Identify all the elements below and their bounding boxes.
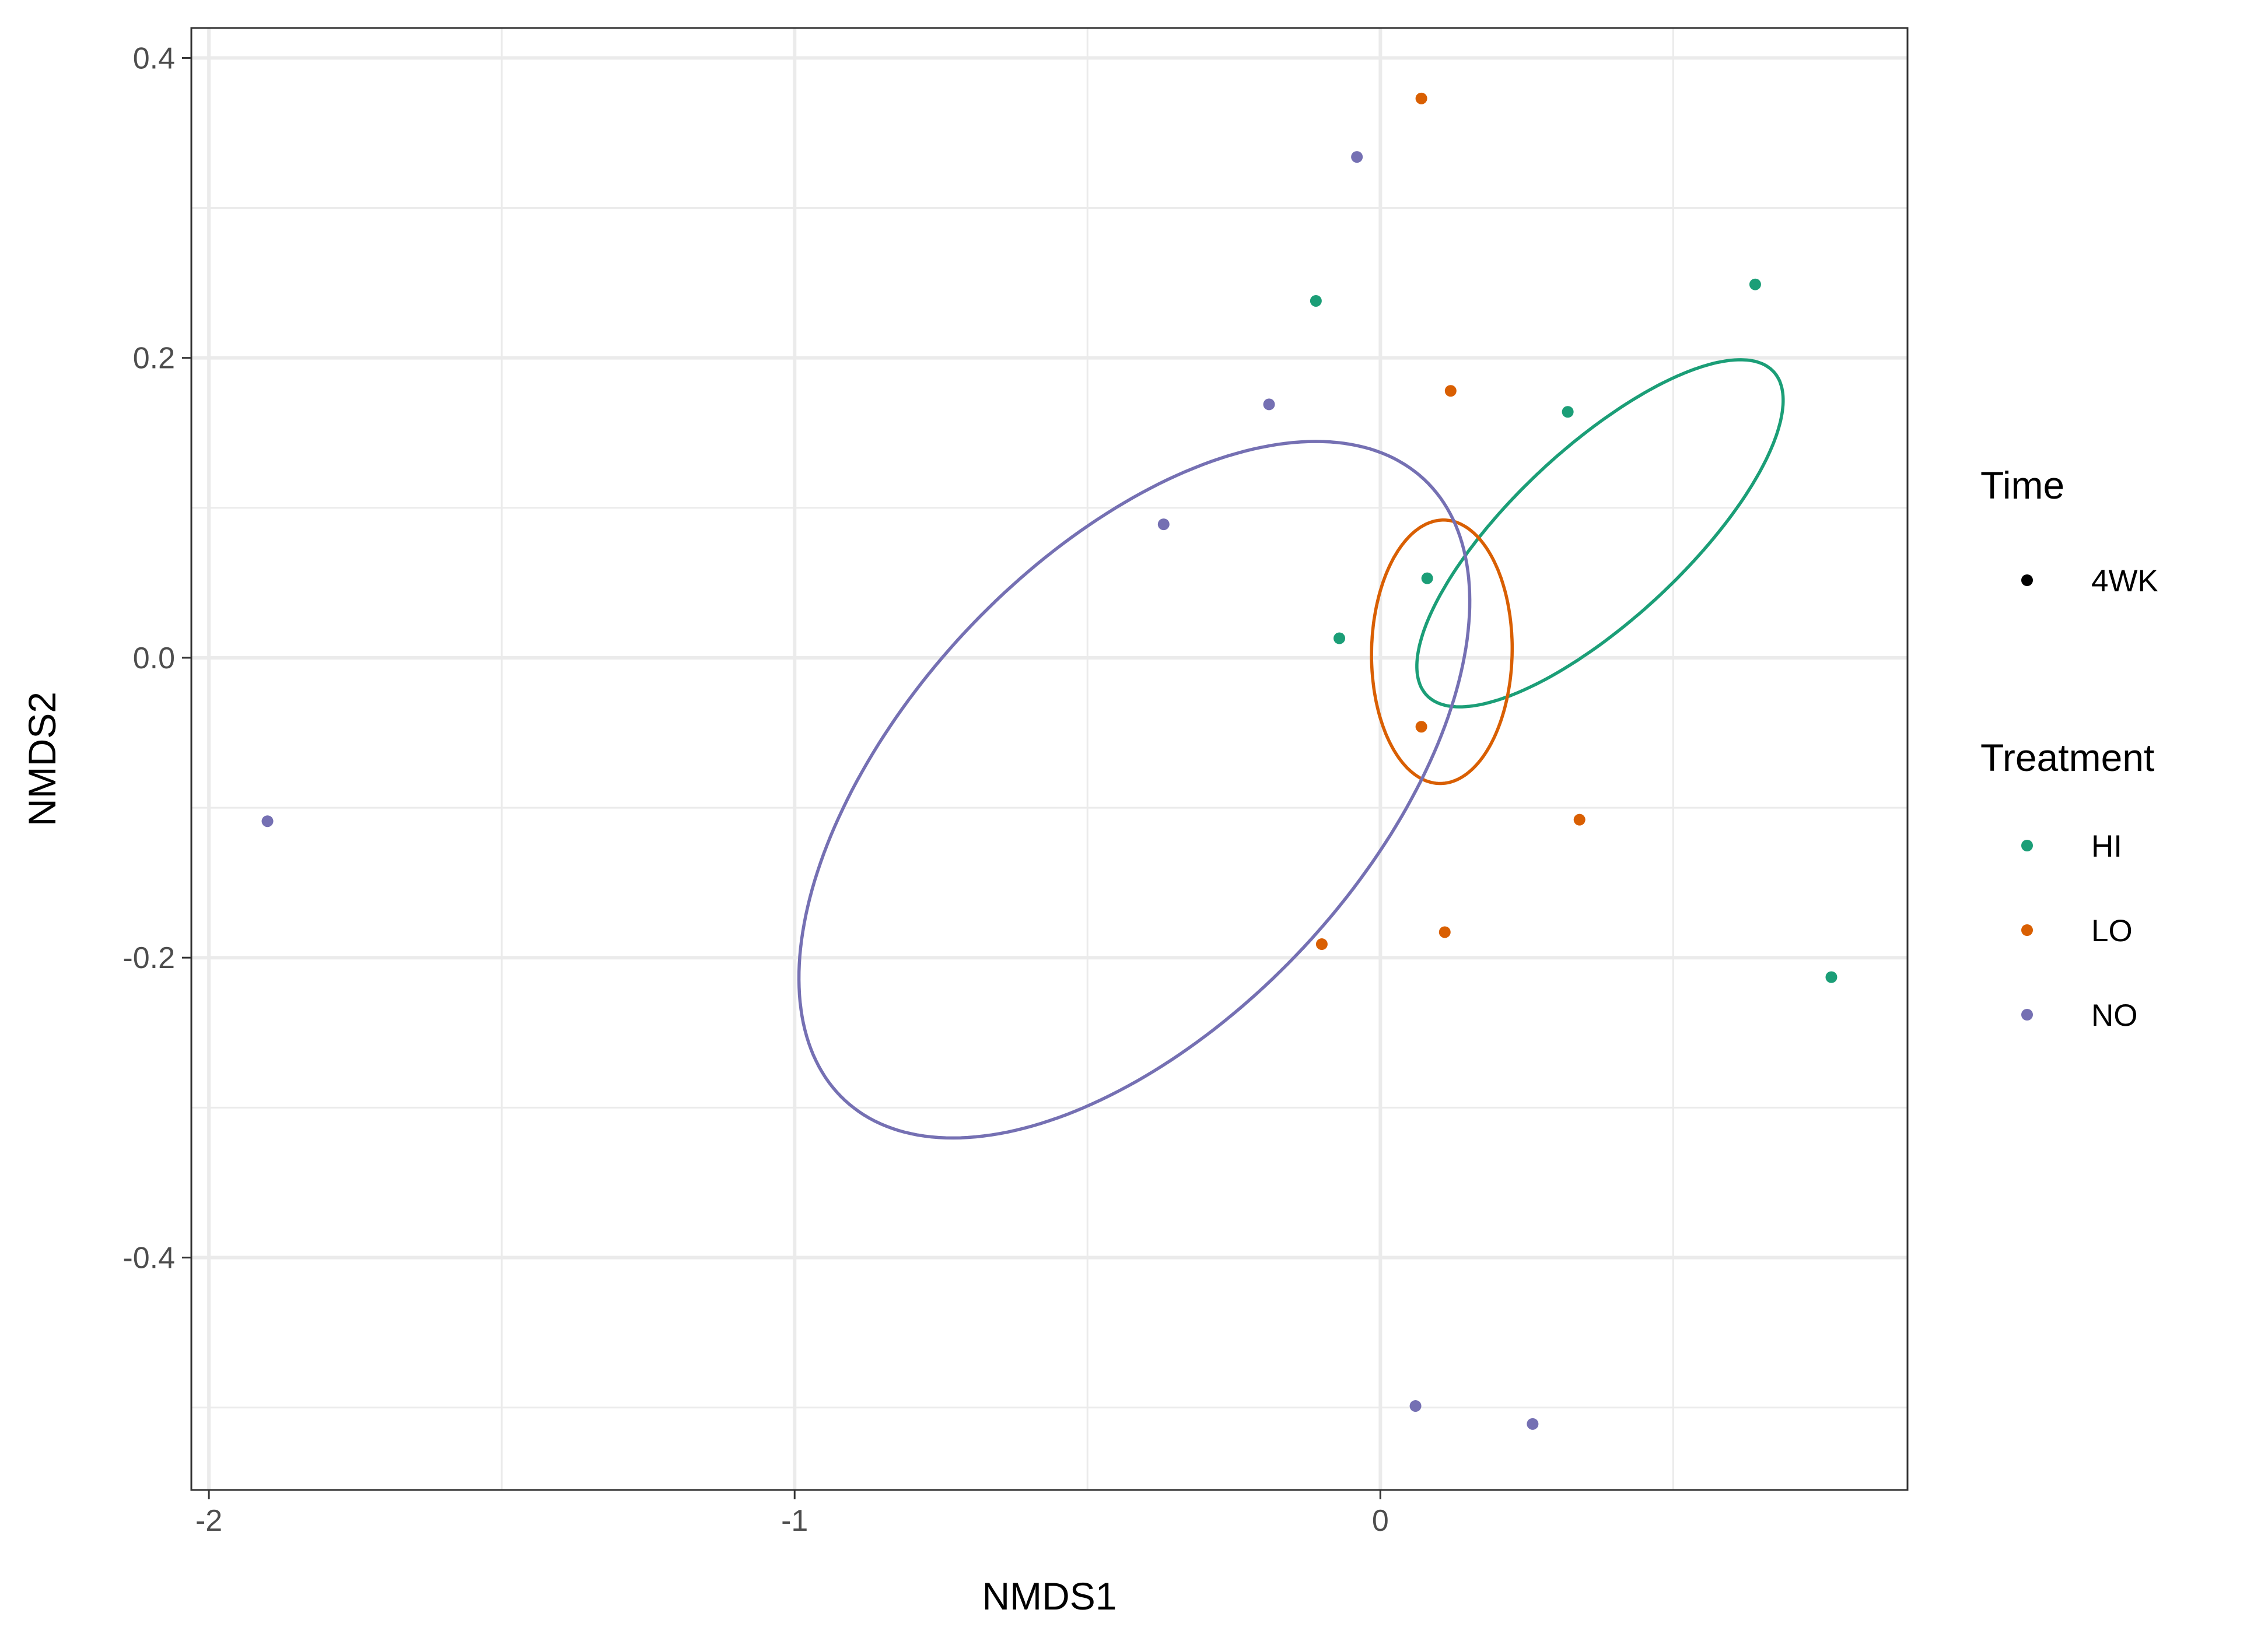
y-axis-title: NMDS2 bbox=[20, 692, 64, 826]
y-tick-label: -0.2 bbox=[123, 941, 175, 975]
minor-gridlines bbox=[191, 28, 1908, 1490]
point-hi bbox=[1334, 632, 1346, 644]
point-no bbox=[1527, 1418, 1539, 1430]
legend: Time 4WK Treatment HI LO NO bbox=[1980, 464, 2158, 1033]
point-lo bbox=[1415, 92, 1427, 104]
point-hi bbox=[1562, 406, 1574, 418]
legend-title: Treatment bbox=[1980, 736, 2154, 779]
point-no bbox=[261, 815, 274, 827]
x-tick-label: 0 bbox=[1372, 1504, 1389, 1538]
point-hi bbox=[1749, 278, 1761, 290]
major-gridlines bbox=[191, 28, 1908, 1490]
legend-key-hi bbox=[2021, 840, 2033, 851]
data-points bbox=[261, 92, 1838, 1430]
point-lo bbox=[1573, 814, 1586, 826]
ellipse-no bbox=[797, 440, 1472, 1140]
legend-label: HI bbox=[2091, 829, 2122, 864]
legend-label: 4WK bbox=[2091, 564, 2158, 598]
y-axis-ticks: -0.4 -0.2 0.0 0.2 0.4 bbox=[123, 41, 191, 1275]
x-axis-ticks: -2 -1 0 bbox=[195, 1490, 1389, 1538]
point-hi bbox=[1310, 294, 1322, 307]
y-tick-label: -0.4 bbox=[123, 1241, 175, 1275]
point-lo bbox=[1444, 385, 1457, 397]
point-no bbox=[1409, 1400, 1422, 1412]
y-tick-label: 0.2 bbox=[133, 342, 175, 376]
point-no bbox=[1263, 398, 1275, 411]
point-lo bbox=[1415, 721, 1427, 733]
ellipse-hi bbox=[1415, 358, 1785, 709]
panel-border bbox=[190, 27, 1909, 1491]
point-hi bbox=[1421, 572, 1433, 584]
legend-label: LO bbox=[2091, 914, 2133, 948]
point-lo bbox=[1315, 938, 1328, 951]
point-lo bbox=[1438, 926, 1451, 938]
legend-title: Time bbox=[1980, 464, 2064, 507]
y-tick-label: 0.0 bbox=[133, 641, 175, 675]
point-no bbox=[1157, 518, 1170, 531]
ellipse-lo bbox=[1370, 518, 1514, 786]
legend-label: NO bbox=[2091, 998, 2138, 1033]
x-tick-label: -2 bbox=[195, 1504, 222, 1538]
legend-key-lo bbox=[2021, 924, 2033, 936]
x-axis-title: NMDS1 bbox=[982, 1575, 1116, 1618]
legend-key-no bbox=[2021, 1009, 2033, 1021]
y-tick-label: 0.4 bbox=[133, 41, 175, 75]
legend-key-4wk bbox=[2021, 574, 2033, 586]
confidence-ellipses bbox=[797, 358, 1785, 1140]
x-tick-label: -1 bbox=[781, 1504, 808, 1538]
point-hi bbox=[1825, 971, 1838, 983]
point-no bbox=[1351, 151, 1363, 163]
